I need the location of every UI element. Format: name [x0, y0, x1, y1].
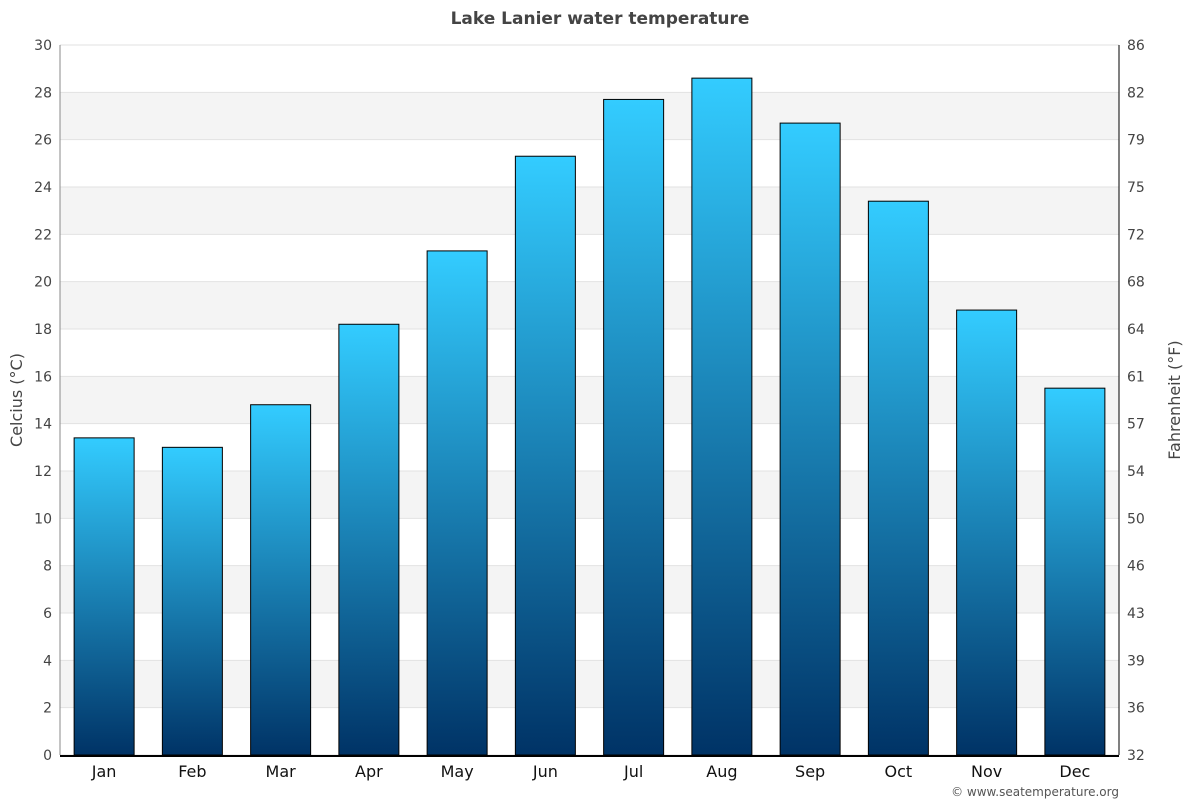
y-tick-label-right: 46 [1127, 559, 1145, 575]
bar-nov [956, 309, 1018, 756]
x-tick-label: Mar [266, 762, 297, 781]
y-tick-label-left: 12 [34, 464, 52, 480]
grid-band [60, 281, 1119, 329]
y-tick-label-left: 28 [34, 85, 52, 101]
x-tick-label: Dec [1059, 762, 1090, 781]
y-tick-label-right: 68 [1127, 275, 1145, 291]
y-tick-label-left: 8 [43, 559, 52, 575]
y-tick-label-left: 4 [43, 653, 52, 669]
y-axis-label-right: Fahrenheit (°F) [1165, 340, 1184, 459]
x-tick-label: Apr [355, 762, 383, 781]
bar-jul [603, 98, 665, 756]
x-tick-label: Aug [706, 762, 737, 781]
grid-band [60, 376, 1119, 424]
y-tick-label-left: 6 [43, 606, 52, 622]
y-tick-label-left: 20 [34, 275, 52, 291]
y-tick-label-right: 64 [1127, 322, 1145, 338]
bar-dec [1044, 387, 1106, 756]
x-tick-label: Oct [885, 762, 913, 781]
y-tick-label-left: 18 [34, 322, 52, 338]
grid-band [60, 660, 1119, 708]
y-tick-label-left: 24 [34, 180, 52, 196]
grid-band [60, 471, 1119, 519]
y-tick-label-right: 72 [1127, 227, 1145, 243]
y-tick-label-right: 36 [1127, 701, 1145, 717]
y-tick-label-right: 50 [1127, 511, 1145, 527]
y-tick-label-right: 32 [1127, 748, 1145, 764]
y-tick-label-left: 0 [43, 748, 52, 764]
chart-title: Lake Lanier water temperature [451, 9, 750, 29]
y-axis-label-left: Celcius (°C) [7, 353, 26, 447]
y-tick-label-right: 61 [1127, 369, 1145, 385]
x-tick-label: May [441, 762, 474, 781]
grid-band [60, 565, 1119, 613]
grid-band [60, 92, 1119, 140]
y-tick-label-right: 43 [1127, 606, 1145, 622]
y-tick-label-left: 30 [34, 38, 52, 54]
y-tick-label-right: 75 [1127, 180, 1145, 196]
bar-sep [779, 122, 841, 756]
y-tick-label-left: 22 [34, 227, 52, 243]
y-tick-label-left: 2 [43, 701, 52, 717]
x-tick-label: Feb [178, 762, 206, 781]
y-tick-label-right: 57 [1127, 417, 1145, 433]
bar-may [426, 250, 488, 756]
bar-apr [338, 323, 400, 756]
grid-band [60, 187, 1119, 235]
y-tick-label-right: 54 [1127, 464, 1145, 480]
y-tick-label-right: 86 [1127, 38, 1145, 54]
bar-jun [514, 155, 576, 756]
x-tick-label: Jul [623, 762, 643, 781]
bar-aug [691, 77, 753, 756]
x-tick-label: Jan [91, 762, 117, 781]
y-tick-label-left: 10 [34, 511, 52, 527]
y-tick-label-right: 82 [1127, 85, 1145, 101]
x-tick-label: Sep [795, 762, 825, 781]
bar-mar [250, 404, 312, 756]
bar-feb [161, 446, 223, 756]
y-tick-label-left: 16 [34, 369, 52, 385]
y-tick-label-left: 14 [34, 417, 52, 433]
credit-text: © www.seatemperature.org [951, 785, 1119, 799]
x-tick-label: Nov [971, 762, 1002, 781]
y-tick-label-right: 39 [1127, 653, 1145, 669]
bar-oct [867, 200, 929, 756]
bar-jan [73, 437, 135, 756]
x-tick-label: Jun [532, 762, 558, 781]
y-tick-label-left: 26 [34, 133, 52, 149]
y-tick-label-right: 79 [1127, 133, 1145, 149]
